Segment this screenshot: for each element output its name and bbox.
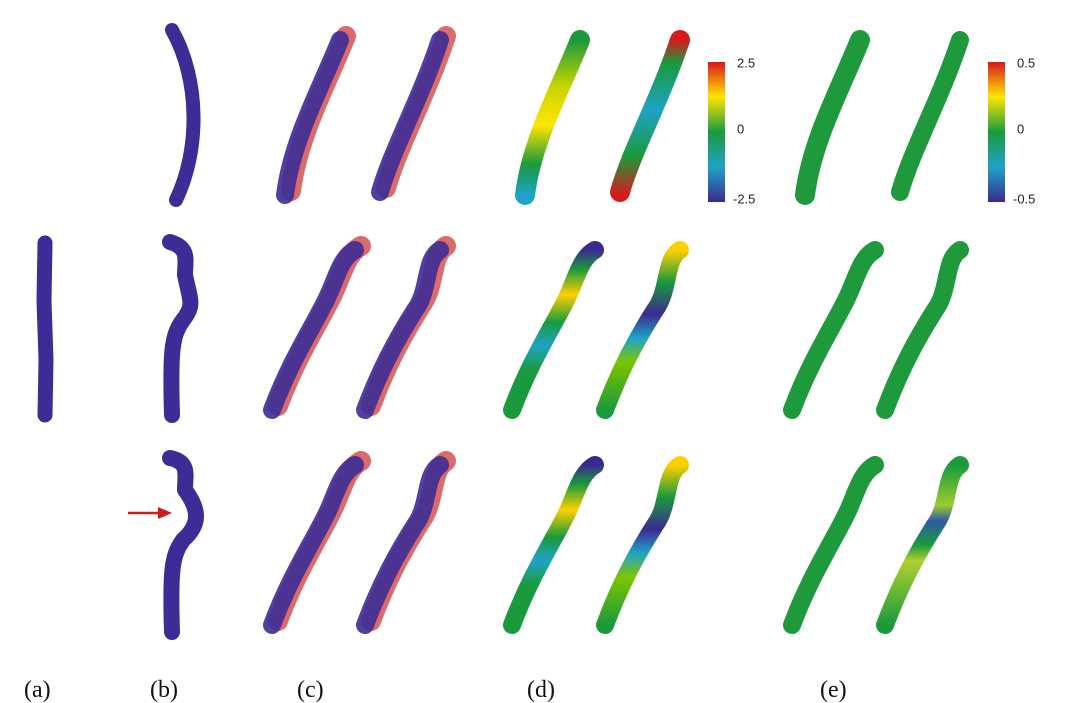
panel-d [512, 40, 680, 625]
panel-label: (a) [24, 677, 51, 703]
panel-label: (e) [820, 677, 847, 703]
colorbar-tick-label: 2.5 [737, 55, 755, 70]
colorbar-d: 2.5 0 -2.5 [708, 55, 755, 206]
panel-label: (b) [150, 677, 178, 703]
panel-labels: (a) (b) (c) (d) (e) [24, 677, 847, 703]
panel-label: (c) [297, 677, 324, 703]
panel-c [272, 36, 446, 625]
panel-b [128, 23, 204, 640]
panel-e [792, 40, 960, 625]
colorbar-tick-label: 0.5 [1017, 55, 1035, 70]
colorbar-tick-label: -0.5 [1013, 191, 1035, 206]
colorbar-tick-label: 0 [737, 121, 744, 136]
colorbar-e: 0.5 0 -0.5 [988, 55, 1035, 206]
colorbar-tick-label: -2.5 [733, 191, 755, 206]
colorbar-tick-label: 0 [1017, 121, 1024, 136]
panel-label: (d) [527, 677, 555, 703]
panel-a [36, 235, 54, 423]
